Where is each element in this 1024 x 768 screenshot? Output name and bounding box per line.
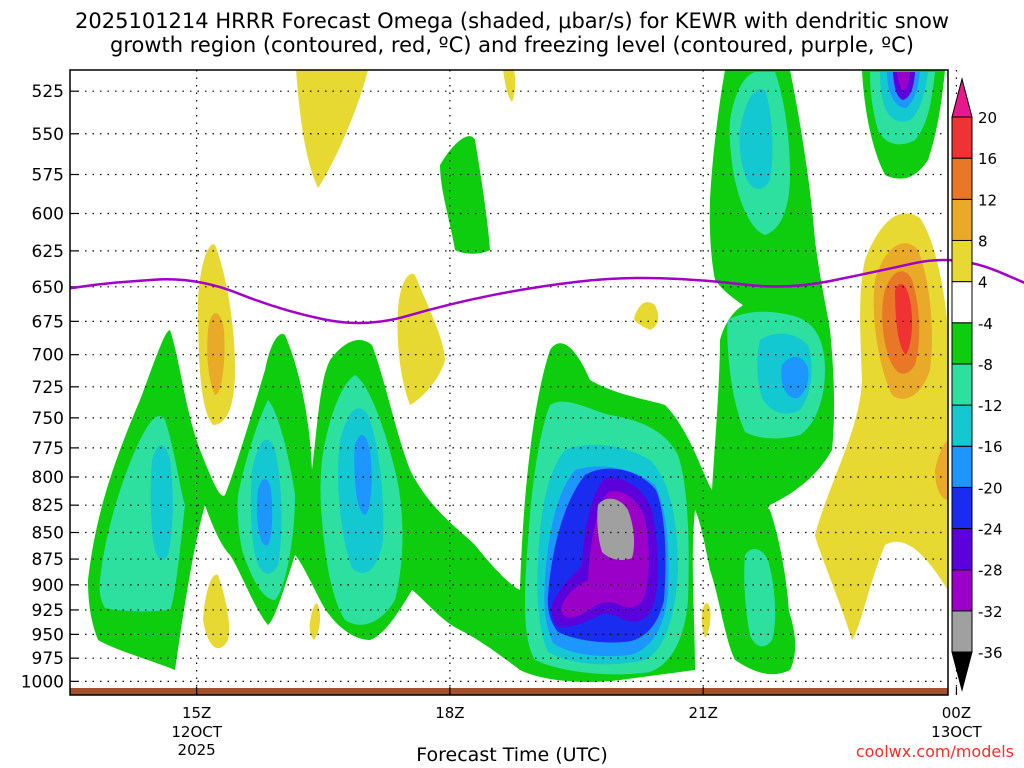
colorbar-swatch bbox=[951, 445, 973, 488]
omega-sinking-area bbox=[397, 273, 445, 405]
plot-frame bbox=[69, 69, 949, 696]
y-tick-label: 650 bbox=[32, 278, 64, 298]
colorbar-label: -20 bbox=[978, 479, 1003, 497]
y-axis: 525 550 575 600 625 650 675 700 725 750 775 800 825 8… bbox=[21, 82, 78, 692]
colorbar-label: 8 bbox=[978, 232, 988, 250]
colorbar-swatch bbox=[951, 157, 973, 200]
omega-sinking-area bbox=[634, 302, 659, 330]
colorbar-swatch bbox=[951, 610, 973, 653]
y-tick-label: 950 bbox=[32, 625, 64, 645]
colorbar-swatch bbox=[951, 404, 973, 447]
y-tick-label: 700 bbox=[32, 346, 64, 366]
colorbar-overflow-triangle bbox=[951, 77, 973, 118]
chart-title-line-2: growth region (contoured, red, ºC) and f… bbox=[110, 33, 914, 57]
omega-sinking-area bbox=[203, 574, 230, 649]
colorbar-underflow-triangle bbox=[951, 651, 973, 692]
y-tick-label: 525 bbox=[32, 82, 64, 102]
omega-lift-area bbox=[354, 434, 372, 515]
y-tick-label: 925 bbox=[32, 601, 64, 621]
x-axis-title: Forecast Time (UTC) bbox=[416, 744, 608, 766]
omega-lift-area bbox=[897, 72, 910, 91]
ground-surface bbox=[70, 688, 948, 695]
omega-lift-area bbox=[257, 478, 273, 546]
colorbar-swatch bbox=[951, 363, 973, 406]
colorbar-swatch bbox=[951, 116, 973, 159]
colorbar-swatch bbox=[951, 528, 973, 571]
omega-lift-area bbox=[744, 548, 776, 647]
colorbar-label: 4 bbox=[978, 274, 988, 292]
colorbar-label: 16 bbox=[978, 150, 997, 168]
colorbar-swatch bbox=[951, 239, 973, 283]
y-tick-label: 825 bbox=[32, 496, 64, 516]
x-tick-date-label: 12OCT bbox=[171, 723, 222, 741]
colorbar-swatch bbox=[951, 322, 973, 365]
x-tick-label: 15Z bbox=[182, 704, 211, 722]
y-tick-label: 725 bbox=[32, 378, 64, 398]
colorbar-label: -36 bbox=[978, 644, 1003, 662]
y-tick-label: 550 bbox=[32, 125, 64, 145]
omega-sinking-area bbox=[935, 440, 948, 500]
omega-lift-area bbox=[150, 445, 173, 560]
colorbar-label: -4 bbox=[978, 315, 993, 333]
colorbar-label: -16 bbox=[978, 438, 1003, 456]
y-tick-label: 850 bbox=[32, 524, 64, 544]
x-tick-label: 00Z bbox=[942, 704, 971, 722]
colorbar-label: -12 bbox=[978, 397, 1003, 415]
colorbar-swatch bbox=[951, 486, 973, 530]
omega-lift-area bbox=[597, 498, 635, 560]
omega-sinking-area bbox=[701, 603, 711, 638]
omega-lift-area bbox=[507, 608, 522, 655]
colorbar: -36 -32 -28 -24 -20 -16 -12 -8 -4 4 8 12 16 20 bbox=[951, 77, 1003, 692]
x-tick-date-label: 13OCT bbox=[931, 723, 982, 741]
colorbar-swatch bbox=[951, 198, 973, 241]
omega-sinking-area bbox=[309, 603, 321, 640]
colorbar-label: -28 bbox=[978, 562, 1003, 580]
colorbar-label: 12 bbox=[978, 191, 997, 209]
omega-lift-area bbox=[739, 89, 773, 190]
omega-sinking-area bbox=[296, 70, 368, 188]
y-tick-label: 1000 bbox=[21, 672, 64, 692]
y-tick-label: 800 bbox=[32, 468, 64, 488]
x-tick-label: 21Z bbox=[688, 704, 717, 722]
y-tick-label: 575 bbox=[32, 166, 64, 186]
y-tick-label: 750 bbox=[32, 409, 64, 429]
y-tick-label: 775 bbox=[32, 439, 64, 459]
colorbar-swatch bbox=[951, 281, 973, 324]
credit-link[interactable]: coolwx.com/models bbox=[855, 742, 1014, 761]
omega-sinking-area bbox=[207, 313, 225, 395]
y-tick-label: 625 bbox=[32, 242, 64, 262]
omega-sinking-area bbox=[895, 284, 913, 355]
y-tick-label: 900 bbox=[32, 576, 64, 596]
colorbar-label: -32 bbox=[978, 603, 1003, 621]
omega-sinking-area bbox=[503, 70, 516, 102]
colorbar-label: 20 bbox=[978, 109, 997, 127]
y-tick-label: 675 bbox=[32, 312, 64, 332]
y-tick-label: 600 bbox=[32, 204, 64, 224]
x-tick-year-label: 2025 bbox=[178, 741, 216, 759]
colorbar-label: -8 bbox=[978, 356, 993, 374]
chart-title-line-1: 2025101214 HRRR Forecast Omega (shaded, … bbox=[75, 9, 949, 33]
x-axis: 15Z12OCT202518Z21Z00Z13OCT03Z06Z bbox=[171, 687, 983, 759]
omega-lift-area bbox=[781, 356, 809, 399]
freezing-level-line bbox=[69, 258, 1024, 325]
colorbar-swatch bbox=[951, 569, 973, 612]
omega-lift-area bbox=[440, 136, 490, 254]
x-tick-label: 18Z bbox=[435, 704, 464, 722]
y-tick-label: 875 bbox=[32, 550, 64, 570]
y-tick-label: 975 bbox=[32, 649, 64, 669]
colorbar-label: -24 bbox=[978, 521, 1003, 539]
